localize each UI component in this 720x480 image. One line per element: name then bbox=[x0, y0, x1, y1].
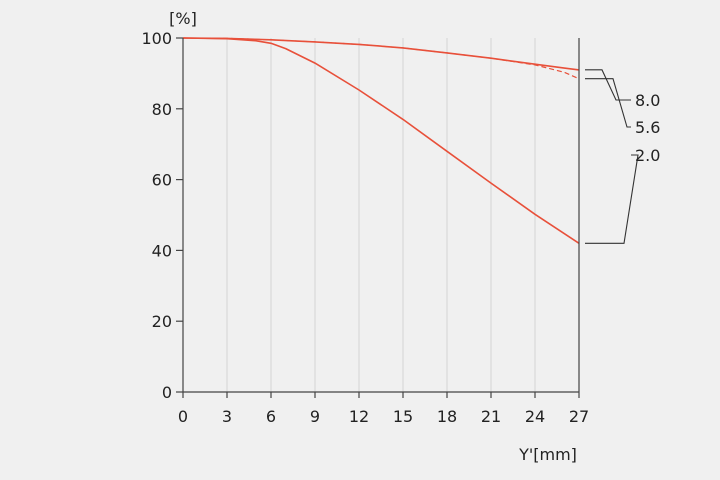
x-tick-label-27: 27 bbox=[569, 407, 589, 426]
x-tick-label-9: 9 bbox=[310, 407, 320, 426]
series-line-5-6 bbox=[182, 37, 580, 80]
leader-line-5-6 bbox=[585, 78, 631, 128]
x-axis-label: Y'[mm] bbox=[518, 445, 577, 464]
x-tick-label-3: 3 bbox=[222, 407, 232, 426]
tick-labels: 0 20 40 60 80 100 0 3 6 9 12 15 18 21 24 27 bbox=[141, 29, 589, 426]
x-tick-label-15: 15 bbox=[393, 407, 413, 426]
y-tick-label-20: 20 bbox=[152, 312, 172, 331]
x-tick-label-24: 24 bbox=[525, 407, 545, 426]
y-tick-label-80: 80 bbox=[152, 100, 172, 119]
y-tick-label-100: 100 bbox=[141, 29, 172, 48]
y-tick-label-0: 0 bbox=[162, 383, 172, 402]
legend-label-5-6: 5.6 bbox=[635, 118, 660, 137]
legend-label-8-0: 8.0 bbox=[635, 91, 660, 110]
y-tick-label-60: 60 bbox=[152, 171, 172, 190]
series-lines bbox=[182, 37, 580, 244]
legend: 8.0 5.6 2.0 bbox=[585, 69, 660, 244]
x-tick-label-18: 18 bbox=[437, 407, 457, 426]
leader-line-2-0 bbox=[585, 154, 639, 244]
y-tick-label-40: 40 bbox=[152, 241, 172, 260]
leader-line-8-0 bbox=[585, 69, 631, 101]
legend-label-2-0: 2.0 bbox=[635, 146, 660, 165]
x-tick-label-6: 6 bbox=[266, 407, 276, 426]
x-tick-label-21: 21 bbox=[481, 407, 501, 426]
x-tick-label-12: 12 bbox=[349, 407, 369, 426]
series-line-2-0 bbox=[182, 37, 580, 244]
y-axis-label: [%] bbox=[169, 9, 197, 28]
x-tick-label-0: 0 bbox=[178, 407, 188, 426]
series-line-8-0 bbox=[182, 37, 580, 71]
grid-lines bbox=[226, 38, 536, 392]
axes bbox=[176, 37, 580, 398]
